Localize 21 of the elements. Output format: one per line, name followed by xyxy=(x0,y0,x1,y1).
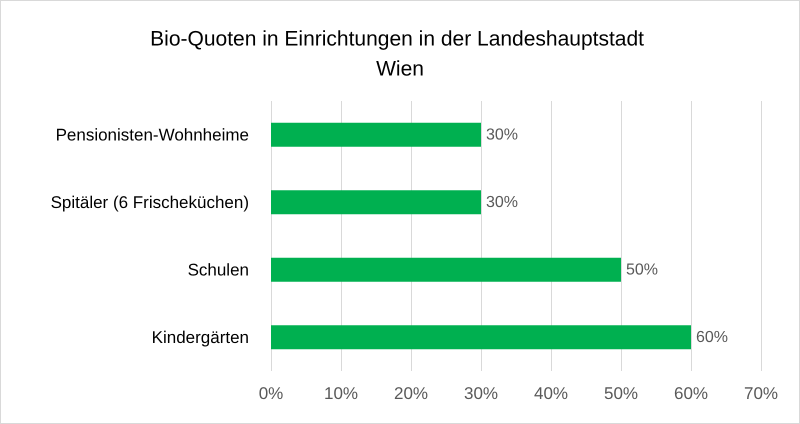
x-tick-label: 30% xyxy=(464,384,498,403)
x-tick-label: 70% xyxy=(744,384,778,403)
x-tick-label: 0% xyxy=(258,384,284,403)
data-label: 60% xyxy=(696,328,728,346)
data-label: 30% xyxy=(486,126,518,144)
y-tick-label: Kindergärten xyxy=(152,328,249,347)
chart-title: Bio-Quoten in Einrichtungen in der Landeshauptstadt Wien xyxy=(150,28,650,80)
x-tick-label: 40% xyxy=(534,384,568,403)
bar xyxy=(271,258,621,282)
x-tick-label: 60% xyxy=(674,384,708,403)
bar xyxy=(271,190,481,214)
y-tick-label: Spitäler (6 Frischeküchen) xyxy=(50,192,249,212)
y-tick-label: Schulen xyxy=(188,260,249,280)
y-tick-label: Pensionisten-Wohnheime xyxy=(56,125,249,144)
x-tick-label: 10% xyxy=(324,384,358,403)
x-tick-label: 20% xyxy=(394,384,428,403)
bar xyxy=(271,325,691,350)
data-label: 30% xyxy=(486,194,518,211)
x-tick-label: 50% xyxy=(604,384,638,403)
data-label: 50% xyxy=(626,261,658,278)
bar xyxy=(271,122,481,147)
